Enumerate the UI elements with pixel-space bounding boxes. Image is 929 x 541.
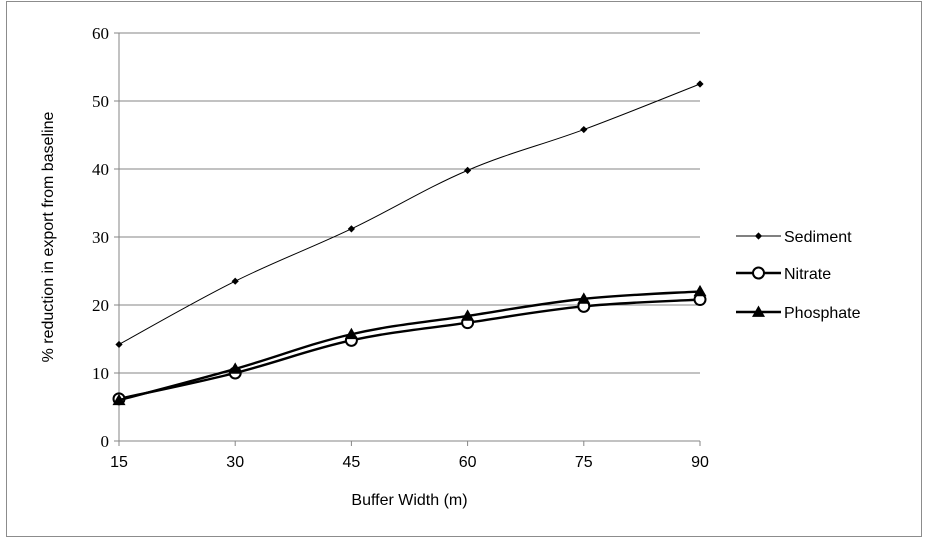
data-point-sediment-75 — [580, 125, 588, 134]
y-tick-label: 0 — [101, 432, 110, 451]
x-tick-label: 45 — [343, 454, 361, 471]
legend-label: Phosphate — [784, 305, 861, 322]
x-axis-ticks: 15 30 45 60 75 90 — [110, 454, 709, 471]
series-line-phosphate — [118, 290, 701, 402]
series-line-nitrate — [118, 298, 701, 401]
series-phosphate — [112, 284, 707, 406]
y-tick-label: 40 — [92, 160, 109, 179]
y-axis-ticks: 0 10 20 30 40 50 60 — [92, 24, 109, 451]
x-tick-label: 60 — [459, 454, 477, 471]
legend-marker-sediment — [754, 232, 763, 240]
data-point-phosphate-60 — [461, 309, 475, 321]
legend-label: Nitrate — [784, 266, 831, 283]
x-tick-label: 75 — [575, 454, 593, 471]
series-sediment — [115, 80, 704, 349]
data-point-phosphate-45 — [344, 327, 358, 340]
data-point-phosphate-15 — [112, 393, 126, 406]
y-tick-label: 30 — [92, 228, 109, 247]
data-point-phosphate-90 — [693, 284, 707, 297]
series-line-sediment — [118, 83, 701, 345]
data-point-sediment-15 — [115, 340, 123, 349]
y-tick-label: 20 — [92, 296, 109, 315]
y-tick-label: 50 — [92, 92, 109, 111]
y-axis-label: % reduction in export from baseline — [40, 112, 57, 363]
series-nitrate — [112, 293, 707, 406]
data-point-sediment-45 — [347, 225, 355, 233]
data-point-phosphate-30 — [228, 362, 242, 374]
gridlines — [119, 32, 700, 374]
x-tick-label: 15 — [110, 454, 128, 471]
x-axis-label: Buffer Width (m) — [351, 492, 467, 509]
legend: Sediment Nitrate Phosphate — [736, 229, 861, 322]
x-tick-label: 30 — [226, 454, 244, 471]
legend-label: Sediment — [784, 229, 852, 246]
legend-item-sediment: Sediment — [736, 229, 852, 246]
legend-marker-phosphate — [752, 305, 765, 317]
y-tick-label: 60 — [92, 24, 109, 43]
legend-item-nitrate: Nitrate — [736, 266, 831, 283]
data-point-sediment-30 — [231, 277, 239, 285]
data-point-sediment-90 — [696, 80, 704, 88]
legend-item-phosphate: Phosphate — [736, 305, 861, 322]
series-group — [112, 80, 707, 406]
y-tick-label: 10 — [92, 364, 109, 383]
axes — [114, 32, 701, 446]
data-point-sediment-60 — [464, 166, 472, 174]
x-tick-label: 90 — [691, 454, 709, 471]
data-point-phosphate-75 — [577, 292, 591, 304]
chart-frame — [6, 1, 922, 537]
legend-marker-nitrate — [752, 266, 765, 280]
